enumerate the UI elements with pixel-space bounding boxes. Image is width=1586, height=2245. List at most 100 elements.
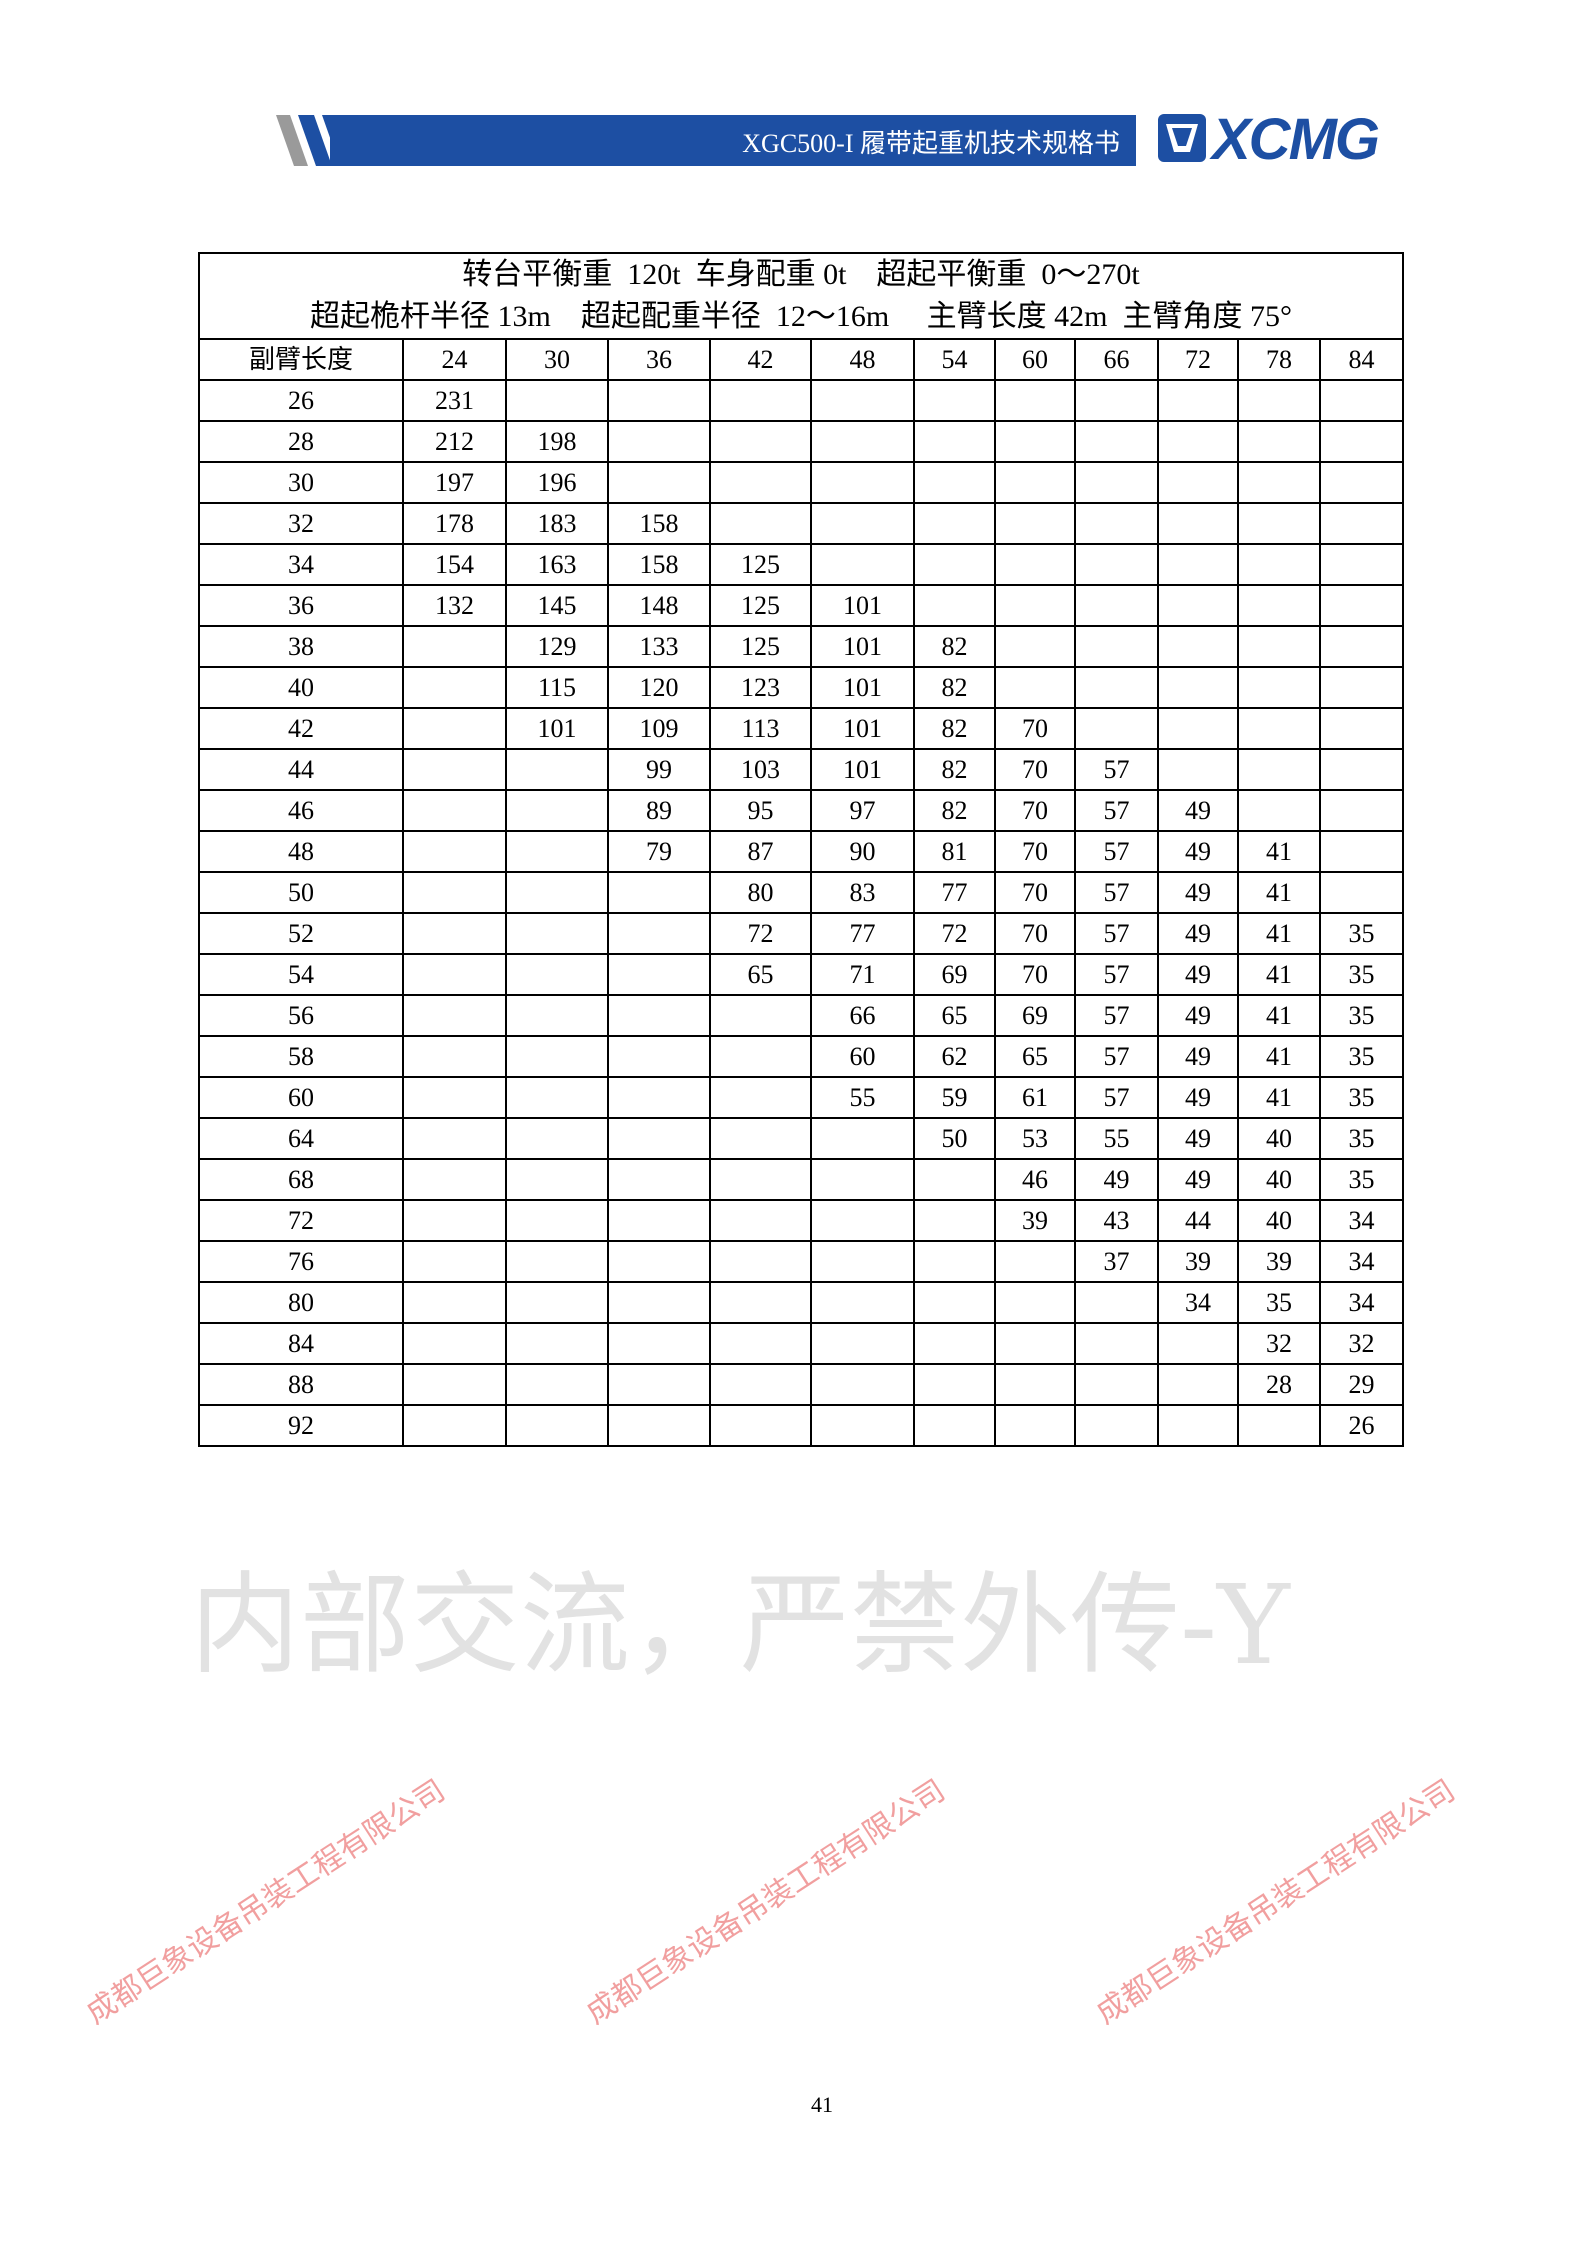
load-value-cell — [505, 1240, 609, 1283]
load-value-cell — [994, 461, 1076, 504]
table-title-line-2: 超起桅杆半径 13m 超起配重半径 12～16m 主臂长度 42m 主臂角度 7… — [310, 300, 1293, 333]
load-value-cell — [1318, 543, 1405, 586]
load-value-cell: 72 — [709, 912, 812, 955]
load-value-cell — [607, 1035, 711, 1078]
load-value-cell — [994, 1322, 1076, 1365]
load-value-cell: 39 — [1237, 1240, 1321, 1283]
load-value-cell — [810, 502, 915, 545]
table-title-row: 转台平衡重 120t 车身配重 0t 超起平衡重 0～270t 超起桅杆半径 1… — [197, 252, 1405, 340]
load-value-cell: 29 — [1318, 1363, 1405, 1406]
load-value-cell — [913, 1199, 996, 1242]
load-value-cell: 70 — [994, 953, 1076, 996]
table-row: 76 37 39 39 34 — [198, 1240, 1405, 1283]
table-row: 68 46 49 49 40 35 — [198, 1158, 1405, 1201]
load-value-cell — [607, 1117, 711, 1160]
jib-length-cell: 56 — [198, 994, 404, 1037]
header-main-boom-42: 42 — [709, 338, 812, 381]
load-value-cell: 35 — [1318, 994, 1405, 1037]
table-row: 40 115 120 123 101 82 — [198, 666, 1405, 709]
load-value-cell — [402, 666, 507, 709]
load-value-cell — [1318, 379, 1405, 422]
load-value-cell — [1237, 543, 1321, 586]
header-main-boom-66: 66 — [1074, 338, 1159, 381]
load-value-cell: 83 — [810, 871, 915, 914]
load-value-cell — [402, 1035, 507, 1078]
load-value-cell — [505, 953, 609, 996]
table-row: 44 99 103 101 82 70 57 — [198, 748, 1405, 791]
load-value-cell — [607, 1076, 711, 1119]
load-value-cell: 49 — [1157, 830, 1239, 873]
load-value-cell — [913, 379, 996, 422]
load-value-cell: 132 — [402, 584, 507, 627]
jib-length-cell: 76 — [198, 1240, 404, 1283]
jib-length-cell: 44 — [198, 748, 404, 791]
load-value-cell — [1157, 420, 1239, 463]
load-value-cell — [1237, 789, 1321, 832]
jib-length-cell: 30 — [198, 461, 404, 504]
load-value-cell — [402, 1240, 507, 1283]
load-value-cell — [1074, 1363, 1159, 1406]
load-value-cell: 49 — [1157, 871, 1239, 914]
jib-length-cell: 46 — [198, 789, 404, 832]
load-value-cell: 35 — [1318, 1117, 1405, 1160]
load-value-cell — [505, 1076, 609, 1119]
load-value-cell — [402, 789, 507, 832]
company-watermark: 成都巨象设备吊装工程有限公司 — [80, 1773, 452, 2032]
table-row: 26 231 — [198, 379, 1405, 422]
load-value-cell — [709, 1035, 812, 1078]
table-row: 42 101 109 113 101 82 70 — [198, 707, 1405, 750]
load-value-cell — [402, 1158, 507, 1201]
load-value-cell — [505, 1199, 609, 1242]
load-value-cell — [505, 1158, 609, 1201]
load-value-cell — [994, 420, 1076, 463]
load-value-cell — [810, 1322, 915, 1365]
load-value-cell — [810, 1117, 915, 1160]
load-value-cell: 101 — [810, 748, 915, 791]
load-value-cell: 35 — [1318, 953, 1405, 996]
load-value-cell: 49 — [1074, 1158, 1159, 1201]
load-value-cell: 101 — [505, 707, 609, 750]
load-value-cell: 158 — [607, 543, 711, 586]
load-value-cell — [1074, 379, 1159, 422]
load-value-cell: 41 — [1237, 912, 1321, 955]
load-value-cell — [1318, 707, 1405, 750]
load-value-cell: 70 — [994, 748, 1076, 791]
load-value-cell — [607, 1404, 711, 1447]
load-value-cell: 163 — [505, 543, 609, 586]
load-value-cell — [994, 666, 1076, 709]
load-value-cell: 35 — [1318, 1076, 1405, 1119]
load-value-cell: 77 — [810, 912, 915, 955]
load-value-cell — [709, 379, 812, 422]
xcmg-emblem-icon — [1158, 114, 1206, 162]
load-value-cell: 59 — [913, 1076, 996, 1119]
load-value-cell — [607, 871, 711, 914]
load-value-cell — [1237, 502, 1321, 545]
load-value-cell: 34 — [1318, 1199, 1405, 1242]
load-value-cell: 62 — [913, 1035, 996, 1078]
table-row: 32 178 183 158 — [198, 502, 1405, 545]
load-value-cell: 70 — [994, 871, 1076, 914]
load-value-cell — [1318, 584, 1405, 627]
load-value-cell — [505, 1363, 609, 1406]
load-value-cell — [402, 1363, 507, 1406]
load-value-cell — [607, 1199, 711, 1242]
load-value-cell: 120 — [607, 666, 711, 709]
load-value-cell — [402, 748, 507, 791]
table-row: 30 197 196 — [198, 461, 1405, 504]
load-value-cell: 212 — [402, 420, 507, 463]
load-value-cell — [810, 379, 915, 422]
load-value-cell: 41 — [1237, 830, 1321, 873]
load-value-cell — [1157, 379, 1239, 422]
load-value-cell — [1074, 584, 1159, 627]
load-value-cell — [810, 543, 915, 586]
load-value-cell: 103 — [709, 748, 812, 791]
load-value-cell — [709, 1076, 812, 1119]
load-value-cell — [1157, 1404, 1239, 1447]
load-value-cell: 41 — [1237, 953, 1321, 996]
load-value-cell — [402, 1076, 507, 1119]
load-value-cell — [402, 1199, 507, 1242]
load-value-cell — [1157, 748, 1239, 791]
load-value-cell: 101 — [810, 707, 915, 750]
load-value-cell — [1318, 666, 1405, 709]
load-value-cell: 32 — [1318, 1322, 1405, 1365]
